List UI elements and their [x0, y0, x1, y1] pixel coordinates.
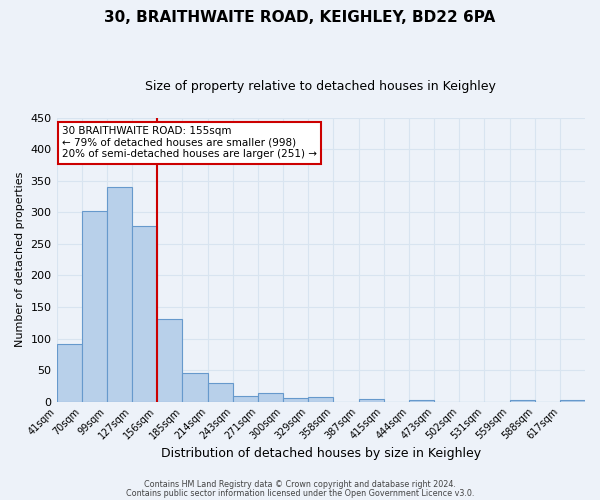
Bar	[56, 344, 82, 402]
Bar	[283, 398, 308, 402]
X-axis label: Distribution of detached houses by size in Keighley: Distribution of detached houses by size …	[161, 447, 481, 460]
Bar	[560, 400, 585, 402]
Text: 30 BRAITHWAITE ROAD: 155sqm
← 79% of detached houses are smaller (998)
20% of se: 30 BRAITHWAITE ROAD: 155sqm ← 79% of det…	[62, 126, 317, 160]
Bar	[509, 400, 535, 402]
Bar	[132, 226, 157, 402]
Bar	[233, 396, 258, 402]
Y-axis label: Number of detached properties: Number of detached properties	[15, 172, 25, 348]
Bar	[182, 372, 208, 402]
Text: Contains public sector information licensed under the Open Government Licence v3: Contains public sector information licen…	[126, 489, 474, 498]
Bar	[157, 319, 182, 402]
Title: Size of property relative to detached houses in Keighley: Size of property relative to detached ho…	[145, 80, 496, 93]
Text: Contains HM Land Registry data © Crown copyright and database right 2024.: Contains HM Land Registry data © Crown c…	[144, 480, 456, 489]
Bar	[258, 394, 283, 402]
Bar	[107, 187, 132, 402]
Bar	[359, 398, 383, 402]
Bar	[409, 400, 434, 402]
Bar	[208, 382, 233, 402]
Bar	[82, 210, 107, 402]
Text: 30, BRAITHWAITE ROAD, KEIGHLEY, BD22 6PA: 30, BRAITHWAITE ROAD, KEIGHLEY, BD22 6PA	[104, 10, 496, 25]
Bar	[308, 396, 334, 402]
